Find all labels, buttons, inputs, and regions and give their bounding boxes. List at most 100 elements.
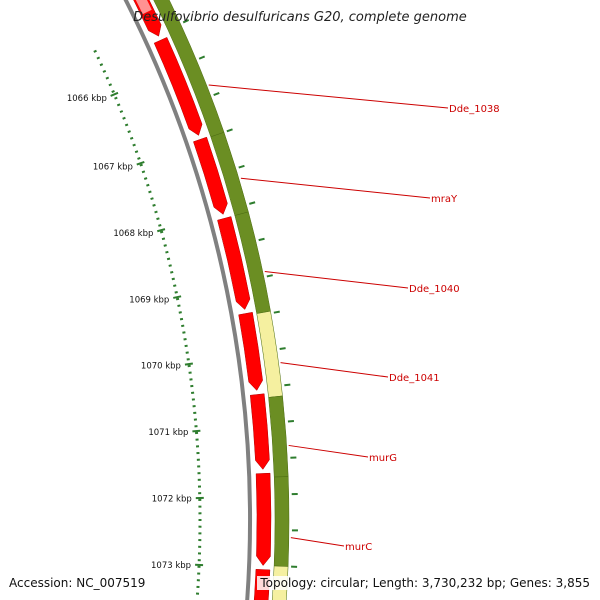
gene-label: mraY bbox=[431, 194, 458, 205]
gene-label: murC bbox=[345, 542, 372, 553]
minor-tick bbox=[137, 156, 141, 160]
gene-segment bbox=[256, 310, 283, 398]
minor-tick bbox=[119, 110, 124, 114]
minor-tick bbox=[161, 237, 166, 241]
major-tick bbox=[157, 228, 166, 233]
minor-tick bbox=[166, 257, 171, 261]
gene-label: Dde_1041 bbox=[389, 373, 440, 384]
minor-tick bbox=[96, 56, 101, 60]
scale-tick bbox=[279, 347, 286, 350]
minor-tick bbox=[139, 163, 143, 167]
minor-tick bbox=[111, 89, 115, 93]
tick-label: 1067 kbp bbox=[93, 162, 133, 172]
tick-label: 1068 kbp bbox=[113, 229, 153, 239]
forward-cds-segment bbox=[255, 472, 272, 566]
forward-cds-segment bbox=[238, 311, 263, 391]
minor-tick bbox=[141, 170, 146, 174]
minor-tick bbox=[177, 304, 181, 308]
minor-tick bbox=[124, 123, 129, 127]
minor-tick bbox=[170, 270, 174, 274]
minor-tick bbox=[163, 244, 167, 247]
gene-label: murG bbox=[369, 453, 397, 464]
scale-ticks: 1066 kbp 1067 kbp 1068 kbp 1069 kbp 1070 kbp… bbox=[67, 19, 298, 595]
scale-tick bbox=[226, 128, 233, 133]
minor-tick bbox=[171, 277, 175, 281]
tick-label: 1070 kbp bbox=[141, 362, 181, 372]
minor-tick bbox=[182, 331, 186, 334]
tick-label: 1066 kbp bbox=[67, 94, 107, 104]
scale-tick bbox=[266, 274, 273, 278]
minor-tick bbox=[146, 183, 150, 187]
major-tick bbox=[173, 295, 182, 299]
scale-tick bbox=[182, 19, 190, 24]
minor-tick bbox=[174, 291, 178, 294]
backbone-arc bbox=[123, 0, 252, 600]
map-title: Desulfovibrio desulfuricans G20, complet… bbox=[133, 10, 467, 25]
gene-segment bbox=[273, 476, 290, 567]
forward-cds-segment bbox=[153, 37, 203, 136]
minor-tick bbox=[116, 103, 121, 107]
tick-label: 1072 kbp bbox=[152, 495, 192, 505]
gene-label-leader bbox=[208, 84, 449, 109]
minor-tick bbox=[156, 217, 160, 221]
gene-label: Dde_1040 bbox=[409, 284, 460, 295]
major-tick bbox=[110, 91, 119, 97]
major-tick bbox=[184, 362, 193, 366]
gene-label-leader bbox=[290, 537, 345, 547]
minor-tick bbox=[150, 197, 154, 201]
gene-label: Dde_1038 bbox=[449, 104, 500, 115]
minor-tick bbox=[105, 76, 110, 80]
reverse-cds-track bbox=[153, 0, 290, 600]
forward-cds-track bbox=[133, 0, 272, 600]
gene-label-leader bbox=[264, 270, 409, 289]
minor-tick bbox=[165, 250, 169, 254]
minor-tick bbox=[154, 210, 158, 214]
minor-tick bbox=[129, 136, 134, 140]
minor-tick bbox=[148, 190, 152, 194]
minor-tick bbox=[179, 317, 184, 321]
scale-tick bbox=[258, 237, 265, 242]
minor-tick bbox=[102, 69, 107, 73]
gene-label-leader bbox=[288, 444, 369, 458]
minor-tick bbox=[122, 116, 126, 120]
scale-tick bbox=[284, 383, 291, 387]
minor-tick bbox=[159, 230, 164, 234]
forward-cds-segment bbox=[249, 393, 270, 470]
minor-tick bbox=[127, 130, 131, 134]
minor-tick bbox=[134, 150, 139, 154]
tick-label: 1069 kbp bbox=[129, 295, 169, 305]
minor-tick bbox=[93, 49, 97, 53]
minor-tick bbox=[175, 297, 180, 301]
gene-segment bbox=[268, 395, 289, 478]
minor-tick bbox=[173, 284, 177, 287]
tick-label: 1073 kbp bbox=[151, 561, 191, 571]
minor-tick bbox=[143, 177, 148, 180]
minor-tick bbox=[168, 264, 172, 267]
major-tick bbox=[192, 429, 201, 433]
accession-label: Accession: NC_007519 bbox=[9, 576, 146, 590]
scale-tick bbox=[213, 91, 220, 96]
gene-labels: Dde_1038 mraY Dde_1040 Dde_1041 murG murC bbox=[208, 84, 500, 553]
tick-label: 1071 kbp bbox=[148, 428, 188, 438]
minor-tick bbox=[114, 96, 118, 100]
minor-tick bbox=[178, 311, 182, 314]
topology-label: Topology: circular; Length: 3,730,232 bp… bbox=[257, 576, 590, 590]
minor-tick bbox=[132, 143, 136, 147]
forward-cds-segment bbox=[193, 136, 228, 215]
major-tick bbox=[136, 160, 145, 166]
scale-tick bbox=[198, 55, 206, 60]
gene-label-leader bbox=[240, 177, 431, 199]
gene-label-leader bbox=[280, 362, 389, 378]
minor-tick bbox=[158, 224, 162, 227]
backbone-line bbox=[123, 0, 252, 600]
minor-tick bbox=[99, 63, 104, 67]
minor-tick bbox=[152, 203, 156, 207]
scale-tick bbox=[249, 201, 256, 205]
minor-tick bbox=[108, 83, 113, 87]
scale-tick bbox=[238, 164, 245, 169]
cds-highlight bbox=[135, 0, 152, 15]
minor-tick bbox=[181, 324, 185, 328]
scale-tick bbox=[273, 310, 280, 314]
forward-cds-segment bbox=[217, 216, 251, 310]
